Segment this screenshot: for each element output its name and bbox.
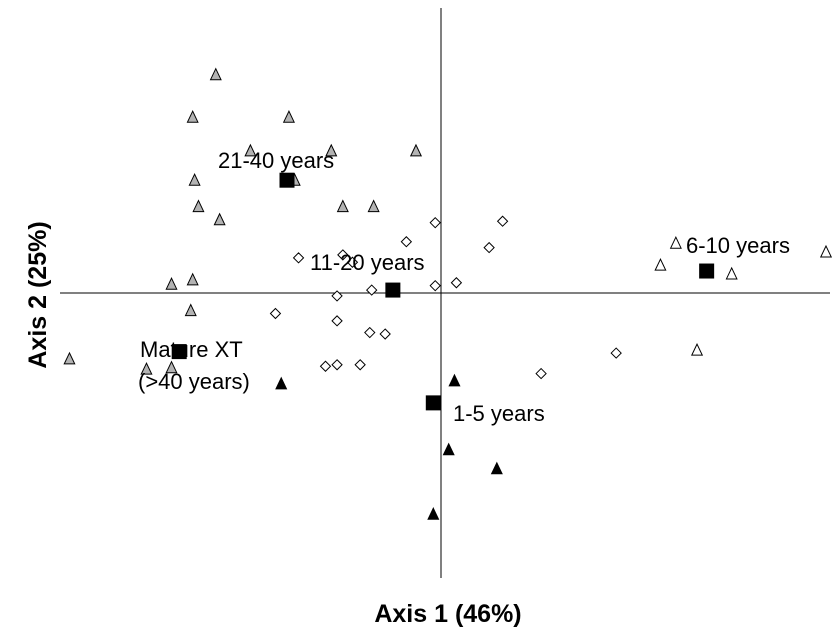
diamond-point [429, 216, 441, 229]
diamond-point [483, 241, 495, 254]
data-points [63, 67, 833, 520]
diamond-point [331, 359, 343, 371]
triangle-point [275, 376, 288, 390]
triangle-point [819, 244, 833, 258]
centroid-label-mature-line1: Mature XT [140, 337, 243, 362]
triangle-point [490, 461, 503, 475]
triangle-point [336, 199, 349, 213]
diamond-point [354, 359, 366, 371]
triangle-point [165, 277, 178, 290]
triangle-point [184, 303, 197, 317]
diamond-point [364, 326, 376, 339]
centroid-square [385, 282, 401, 298]
triangle-point [325, 143, 338, 157]
centroid-label-11-20: 11-20 years [310, 250, 425, 275]
centroid-square [171, 344, 187, 360]
centroid-label-1-5: 1-5 years [453, 401, 545, 426]
diamond-point [610, 347, 622, 359]
diamond-point [292, 252, 305, 264]
centroid-label-6-10: 6-10 years [686, 233, 790, 258]
triangle-point [367, 199, 380, 213]
centroid-square [699, 263, 715, 279]
triangle-point [192, 199, 205, 213]
triangle-point [409, 143, 423, 157]
x-axis-title: Axis 1 (46%) [374, 600, 521, 628]
triangle-point [690, 342, 704, 356]
centroid-square [425, 395, 441, 411]
diamond-point [450, 277, 463, 289]
triangle-point [213, 212, 226, 226]
triangle-point [186, 272, 199, 286]
diamond-point [331, 290, 343, 302]
diamond-point [365, 284, 378, 296]
centroid-label-mature-line2: (>40 years) [138, 369, 250, 394]
triangle-point [282, 110, 295, 123]
triangle-point [427, 507, 440, 520]
y-axis-title: Axis 2 (25%) [24, 221, 52, 368]
triangle-point [442, 442, 455, 456]
diamond-point [346, 256, 359, 268]
diamond-point [379, 328, 391, 340]
triangle-point [209, 67, 222, 81]
centroid-label-21-40: 21-40 years [218, 148, 334, 173]
diamond-point [400, 236, 413, 248]
centroids [171, 172, 715, 411]
triangle-point [165, 360, 178, 374]
triangle-point [654, 258, 667, 271]
diamond-point [331, 315, 343, 327]
triangle-point [725, 266, 738, 280]
diamond-point [535, 367, 547, 380]
triangle-point [669, 236, 682, 249]
triangle-point [186, 110, 199, 123]
triangle-point [244, 143, 257, 157]
diamond-point [337, 249, 349, 261]
diamond-point [269, 307, 282, 320]
triangle-point [188, 173, 201, 186]
triangle-point [63, 351, 76, 365]
diamond-point [496, 215, 509, 227]
triangle-point [140, 362, 153, 375]
diamond-point [319, 360, 332, 372]
diamond-point [429, 279, 441, 292]
triangle-point [448, 373, 461, 387]
centroid-square [279, 172, 295, 188]
axes [60, 8, 830, 578]
